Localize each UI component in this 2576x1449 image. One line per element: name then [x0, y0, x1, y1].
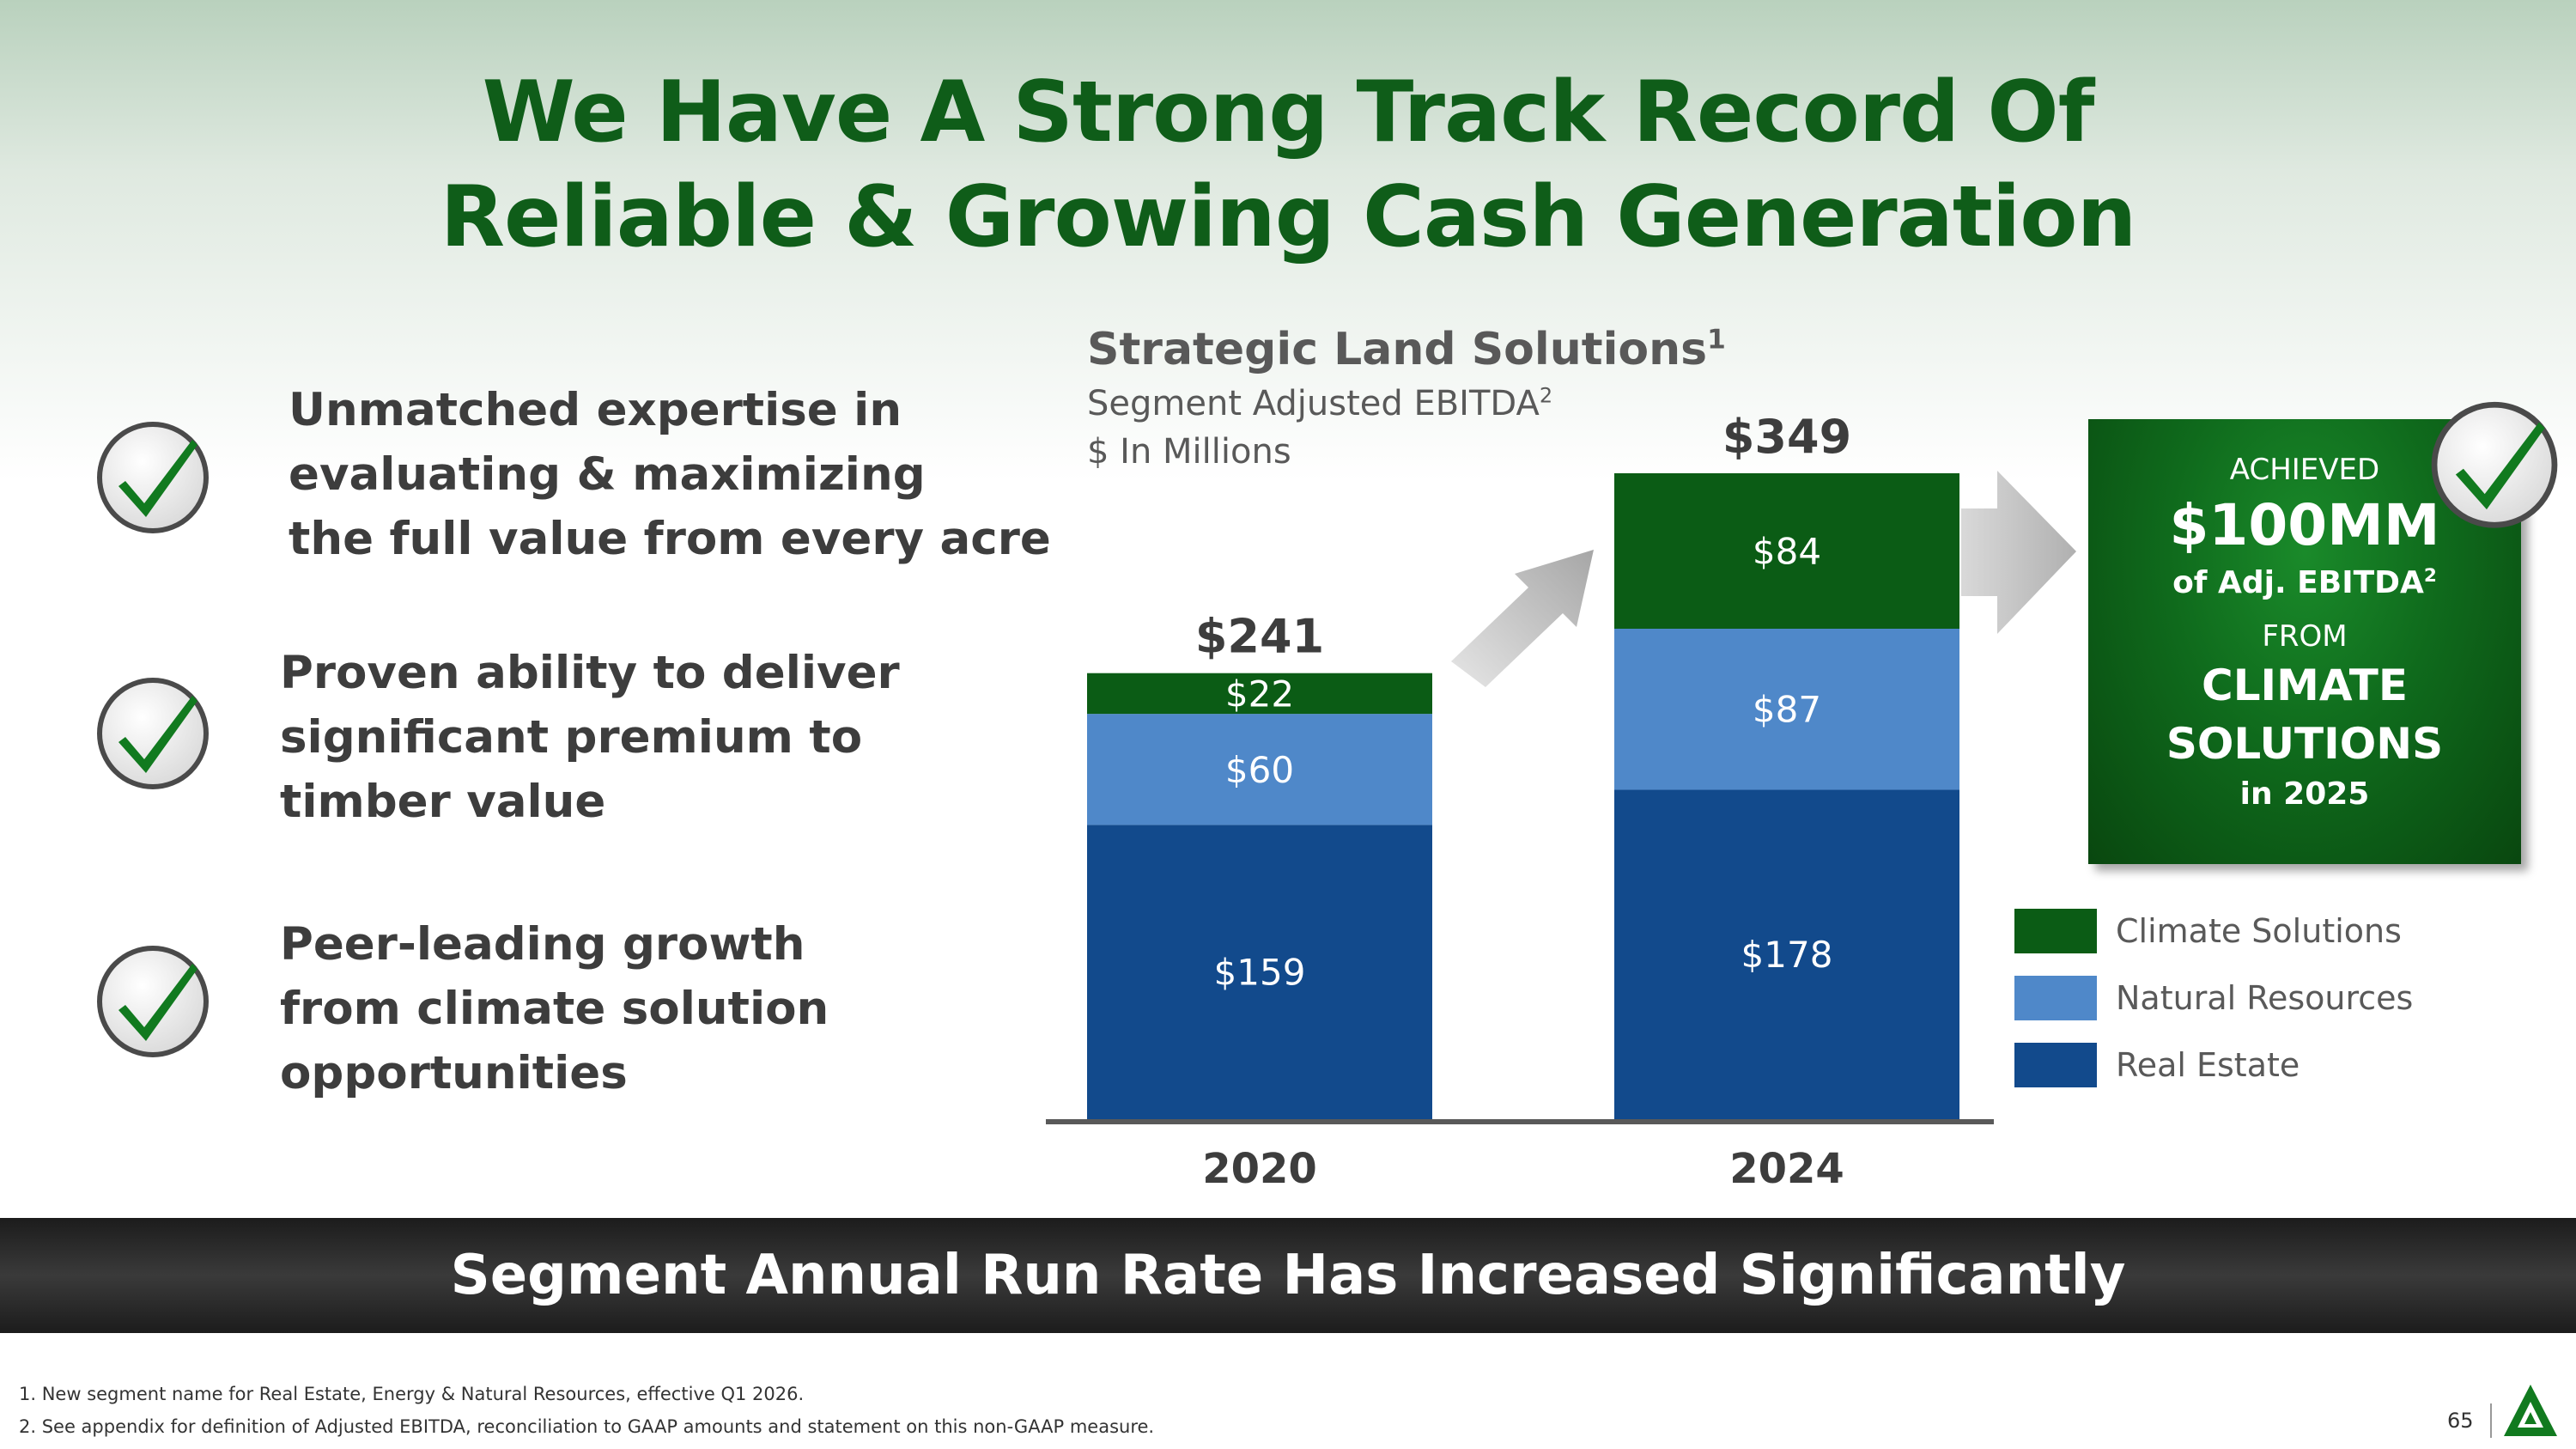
callout-year: in 2025 — [2239, 776, 2370, 812]
callout-metric-footnote: 2 — [2423, 565, 2437, 587]
data-label: $22 — [1225, 673, 1294, 715]
bullet-3-line-2: from climate solution — [280, 983, 829, 1035]
bullet-1-line-3: the full value from every acre — [289, 513, 1051, 565]
data-label: $178 — [1741, 934, 1833, 976]
chart-title-text: Strategic Land Solutions — [1087, 324, 1708, 375]
bar-climate-solutions-2020 — [1087, 673, 1432, 715]
bullet-2: Proven ability to deliver significant pr… — [280, 641, 900, 834]
data-label: $84 — [1753, 530, 1821, 572]
page-title: We Have A Strong Track Record Of Reliabl… — [0, 60, 2576, 270]
company-logo-icon — [2504, 1385, 2557, 1436]
bullet-3-line-3: opportunities — [280, 1047, 628, 1099]
bullet-3: Peer-leading growth from climate solutio… — [280, 912, 829, 1105]
bar-real-estate-2020 — [1087, 825, 1432, 1119]
title-line-2: Reliable & Growing Cash Generation — [440, 168, 2137, 266]
bar-climate-solutions-2024 — [1614, 473, 1959, 629]
chart-unit: $ In Millions — [1087, 432, 1291, 472]
callout-achieved: ACHIEVED — [2229, 453, 2380, 487]
data-label: $60 — [1225, 749, 1294, 791]
legend-swatch-real-estate — [2014, 1043, 2097, 1087]
callout-line-1: CLIMATE — [2202, 661, 2408, 710]
legend-label: Real Estate — [2116, 1046, 2300, 1084]
data-label: $159 — [1214, 952, 1306, 994]
growth-arrow — [1451, 550, 1594, 687]
footnote-1: 1. New segment name for Real Estate, Ene… — [19, 1384, 805, 1404]
callout-line-2: SOLUTIONS — [2166, 719, 2444, 769]
callout-metric-text: of Adj. EBITDA — [2172, 565, 2424, 600]
chart-subtitle-footnote: 2 — [1539, 383, 1553, 408]
footnote-2: 2. See appendix for definition of Adjust… — [19, 1416, 1155, 1437]
callout-metric: of Adj. EBITDA2 — [2088, 562, 2521, 605]
chart-title: Strategic Land Solutions1 — [1087, 320, 1726, 380]
callout-from: FROM — [2262, 619, 2348, 654]
bullet-1-line-2: evaluating & maximizing — [289, 448, 926, 501]
x-tick-label: 2024 — [1729, 1145, 1844, 1193]
footnotes: 1. New segment name for Real Estate, Ene… — [19, 1378, 1154, 1443]
bar-natural-resources-2020 — [1087, 714, 1432, 825]
bullet-2-line-3: timber value — [280, 776, 606, 828]
bar-real-estate-2024 — [1614, 789, 1959, 1119]
stacked-bar-chart: $159 $60 $22 $241 2020 $178 $87 $84 $349 2024 — [1046, 410, 2076, 1193]
bullet-1-line-1: Unmatched expertise in — [289, 384, 902, 436]
chart-subtitle-text: Segment Adjusted EBITDA — [1087, 384, 1540, 423]
legend-swatch-climate-solutions — [2014, 909, 2097, 953]
page-number: 65 — [2447, 1409, 2474, 1433]
legend-label: Climate Solutions — [2116, 912, 2402, 950]
callout-arrow — [1961, 471, 2076, 634]
summary-banner: Segment Annual Run Rate Has Increased Si… — [0, 1218, 2576, 1333]
data-label: $87 — [1753, 689, 1821, 731]
bullet-3-line-1: Peer-leading growth — [280, 918, 805, 971]
legend-swatch-natural-resources — [2014, 976, 2097, 1020]
total-label: $349 — [1722, 410, 1851, 464]
legend-label: Natural Resources — [2116, 979, 2414, 1017]
total-label: $241 — [1195, 610, 1324, 664]
title-line-1: We Have A Strong Track Record Of — [482, 64, 2095, 161]
chart-header: Strategic Land Solutions1 Segment Adjust… — [1087, 320, 1726, 476]
bullet-2-line-2: significant premium to — [280, 711, 863, 764]
page-separator — [2490, 1403, 2492, 1438]
x-tick-label: 2020 — [1202, 1145, 1317, 1193]
bar-natural-resources-2024 — [1614, 628, 1959, 790]
chart-subtitle: Segment Adjusted EBITDA2 — [1087, 380, 1726, 428]
bullet-2-line-1: Proven ability to deliver — [280, 647, 900, 699]
check-icon — [2427, 395, 2562, 531]
callout-amount: $100MM — [2169, 492, 2440, 558]
chart-title-footnote: 1 — [1707, 324, 1726, 356]
bullet-1: Unmatched expertise in evaluating & maxi… — [289, 378, 1051, 571]
